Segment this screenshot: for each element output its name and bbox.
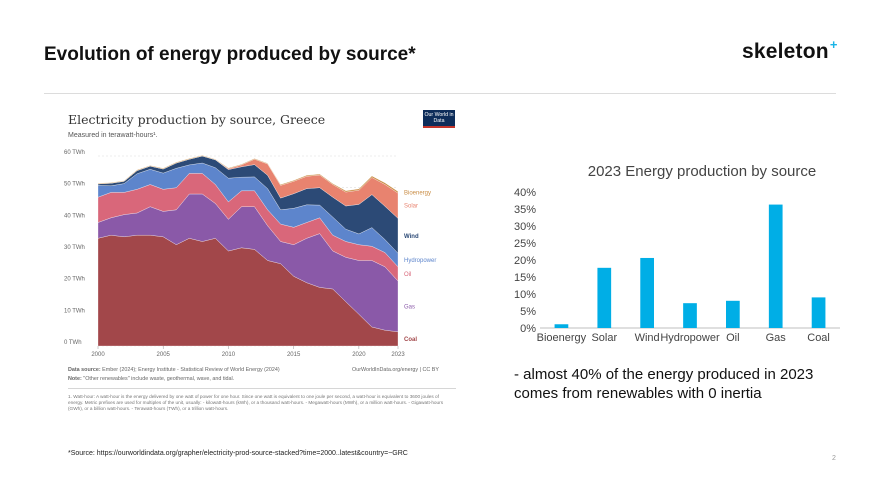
owid-note-text: "Other renewables" include waste, geothe… xyxy=(83,376,235,382)
bar-category-label: Coal xyxy=(807,332,830,344)
bar-y-tick-label: 40% xyxy=(514,187,536,199)
y-tick-label: 20 TWh xyxy=(64,277,85,283)
bar-y-tick-label: 25% xyxy=(514,238,536,250)
y-tick-label: 10 TWh xyxy=(64,308,85,314)
bar-y-tick-label: 20% xyxy=(514,255,536,267)
bar-y-tick-label: 30% xyxy=(514,221,536,233)
x-tick-label: 2000 xyxy=(91,352,105,358)
bar-y-tick-label: 5% xyxy=(520,306,536,318)
slide-title: Evolution of energy produced by source* xyxy=(44,44,416,65)
y-tick-label: 60 TWh xyxy=(64,150,85,156)
bar-wind xyxy=(640,257,654,328)
series-label-solar: Solar xyxy=(404,204,418,210)
bullet-text: - almost 40% of the energy produced in 2… xyxy=(514,366,814,402)
brand-plus-mark: + xyxy=(829,37,838,52)
owid-chart-subtitle: Measured in terawatt-hours¹. xyxy=(68,132,158,139)
x-tick-label: 2023 xyxy=(391,352,405,358)
brand-name: skeleton xyxy=(742,40,829,63)
y-tick-label: 30 TWh xyxy=(64,245,85,251)
y-tick-label: 0 TWh xyxy=(64,340,82,346)
series-label-coal: Coal xyxy=(404,337,417,343)
bar-hydropower xyxy=(683,303,697,328)
title-divider xyxy=(44,93,836,94)
owid-chart-title: Electricity production by source, Greece xyxy=(68,112,326,127)
brand-logo: skeleton+ xyxy=(742,37,838,64)
series-label-oil: Oil xyxy=(404,272,411,278)
bar-category-label: Bioenergy xyxy=(537,332,587,344)
bar-chart: 2023 Energy production by source 0% 5% 10% 1… xyxy=(514,163,840,344)
owid-footnote: 1. Watt-hour: A watt-hour is the energy … xyxy=(68,394,444,412)
owid-divider xyxy=(68,388,456,389)
owid-source-text: Ember (2024); Energy Institute - Statist… xyxy=(102,367,280,373)
bar-y-tick-label: 0% xyxy=(520,323,536,335)
area-chart: 0 TWh 10 TWh 20 TWh 30 TWh 40 TWh 50 TWh 60 TW… xyxy=(64,150,436,358)
owid-source: Data source: Ember (2024); Energy Instit… xyxy=(68,367,280,373)
bar-y-tick-label: 10% xyxy=(514,289,536,301)
bar-oil xyxy=(726,300,740,328)
source-footnote: *Source: https://ourworldindata.org/grap… xyxy=(68,450,408,457)
owid-citation: OurWorldInData.org/energy | CC BY xyxy=(352,367,439,373)
bar-coal xyxy=(811,297,826,328)
owid-source-label: Data source: xyxy=(68,367,101,373)
series-label-wind: Wind xyxy=(404,234,419,240)
page-number: 2 xyxy=(832,455,836,462)
owid-note-label: Note: xyxy=(68,376,82,382)
owid-chart-panel: Electricity production by source, Greece… xyxy=(60,104,465,434)
bar-chart-title: 2023 Energy production by source xyxy=(588,163,816,180)
x-tick-label: 2015 xyxy=(287,352,301,358)
x-tick-label: 2005 xyxy=(157,352,171,358)
series-label-gas: Gas xyxy=(404,304,415,310)
bar-category-label: Solar xyxy=(591,332,617,344)
bar-bioenergy xyxy=(554,324,569,328)
bar-solar xyxy=(597,267,612,328)
bar-category-label: Oil xyxy=(726,332,739,344)
bar-category-label: Hydropower xyxy=(660,332,720,344)
bar-y-tick-label: 15% xyxy=(514,272,536,284)
area-bioenergy xyxy=(97,155,399,194)
bar-category-label: Wind xyxy=(635,332,660,344)
owid-logo: Our World in Data xyxy=(423,110,455,128)
owid-note: Note: "Other renewables" include waste, … xyxy=(68,376,234,382)
x-tick-label: 2020 xyxy=(352,352,366,358)
y-tick-label: 50 TWh xyxy=(64,182,85,188)
series-label-hydropower: Hydropower xyxy=(404,258,436,264)
y-tick-label: 40 TWh xyxy=(64,213,85,219)
bar-gas xyxy=(768,204,783,328)
bar-category-label: Gas xyxy=(766,332,787,344)
series-label-bioenergy: Bioenergy xyxy=(404,190,431,196)
x-tick-label: 2010 xyxy=(222,352,236,358)
bar-y-tick-label: 35% xyxy=(514,204,536,216)
